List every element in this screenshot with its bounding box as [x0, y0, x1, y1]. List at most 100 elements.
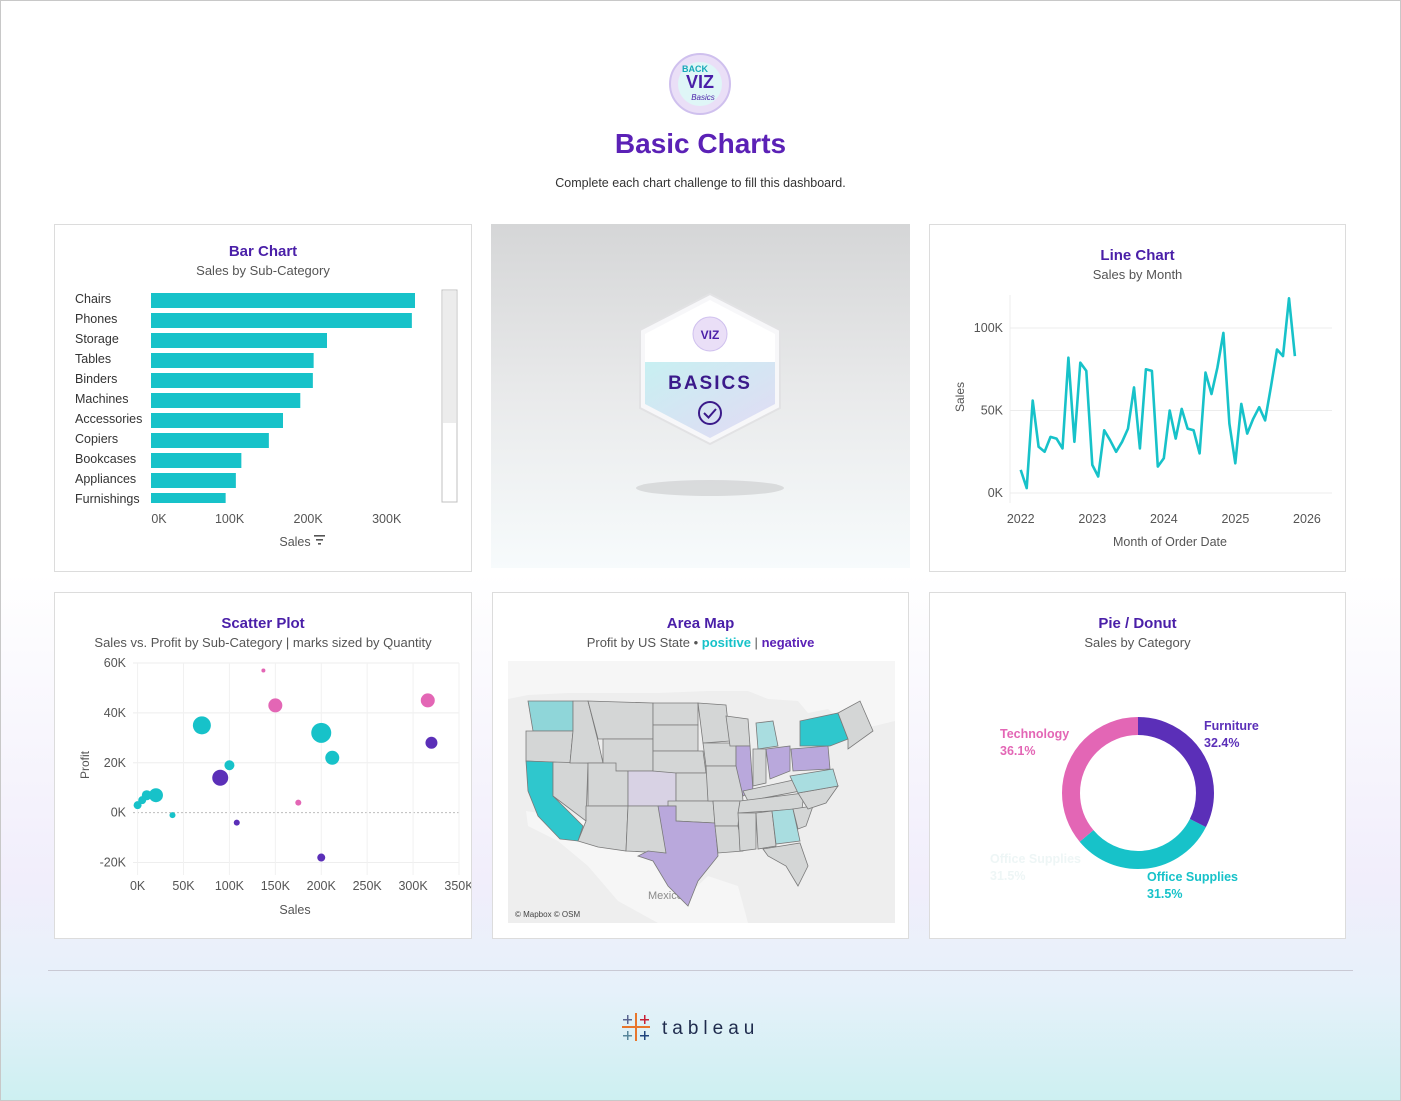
scatter-point[interactable] — [212, 769, 229, 786]
bar[interactable] — [151, 413, 283, 428]
scatter-x-tick: 0K — [130, 879, 146, 893]
line-chart-title: Line Chart — [1100, 247, 1175, 264]
tableau-logo: tableau — [622, 1013, 754, 1041]
state-iowa[interactable] — [702, 742, 737, 767]
bar-category-label: Phones — [75, 312, 117, 326]
bar-x-tick: 0K — [151, 512, 167, 526]
state-alabama[interactable] — [755, 810, 777, 850]
state-texas[interactable] — [636, 805, 719, 907]
bar-x-tick: 100K — [215, 512, 245, 526]
donut-card: Pie / Donut Sales by Category Technology… — [929, 592, 1346, 939]
logo-text-basics: Basics — [691, 93, 715, 102]
state-new-york[interactable] — [799, 712, 849, 747]
scatter-point[interactable] — [233, 819, 240, 826]
scatter-point[interactable] — [192, 716, 211, 735]
state-florida[interactable] — [762, 842, 809, 887]
donut-slice[interactable] — [1062, 717, 1214, 869]
scatter-point[interactable] — [261, 668, 266, 673]
state-kansas[interactable] — [675, 772, 709, 802]
state-nebraska[interactable] — [652, 750, 707, 774]
donut-label-faded: Office Supplies — [990, 852, 1081, 866]
check-circle-icon — [698, 401, 722, 425]
state-ohio[interactable] — [765, 745, 791, 780]
line-series[interactable] — [1019, 297, 1297, 490]
bar[interactable] — [151, 393, 301, 408]
canada-land — [508, 661, 895, 731]
state-pennsylvania[interactable] — [790, 745, 831, 772]
bar[interactable] — [151, 313, 412, 328]
bar-chart-card: Bar Chart Sales by Sub-Category Chairs Ph… — [54, 224, 472, 572]
page-title: Basic Charts — [614, 128, 787, 159]
donut-chart: Technology 36.1% Furniture 32.4% Office … — [990, 717, 1259, 901]
scatter-point[interactable] — [148, 788, 163, 803]
map-subtitle: Profit by US State • positive | negative — [493, 635, 908, 650]
bar[interactable] — [151, 373, 313, 388]
scatter-point[interactable] — [133, 801, 142, 810]
scatter-point[interactable] — [169, 812, 176, 819]
bar-chart-subtitle: Sales by Sub-Category — [196, 263, 330, 278]
state-minnesota[interactable] — [697, 702, 731, 744]
bar[interactable] — [151, 493, 226, 503]
bar[interactable] — [151, 433, 269, 448]
page-subtitle: Complete each chart challenge to fill th… — [555, 176, 846, 190]
state-north-dakota[interactable] — [652, 702, 699, 726]
line-x-label: Month of Order Date — [1113, 535, 1227, 549]
bar-category-label: Appliances — [75, 472, 136, 486]
state-montana[interactable] — [587, 700, 654, 740]
bar[interactable] — [151, 353, 314, 368]
scatter-point[interactable] — [268, 698, 283, 713]
us-state-map[interactable]: Mexico — [508, 661, 895, 923]
scatter-point[interactable] — [325, 750, 340, 765]
state-south-dakota[interactable] — [652, 724, 699, 752]
map-label-mexico: Mexico — [648, 890, 683, 902]
donut-label-furniture: Furniture — [1204, 719, 1259, 733]
scatter-point[interactable] — [295, 799, 302, 806]
bar-category-label: Bookcases — [75, 452, 136, 466]
line-x-tick: 2022 — [1007, 512, 1035, 526]
scatter-y-tick: 60K — [104, 656, 127, 670]
line-x-tick: 2025 — [1221, 512, 1249, 526]
map-attribution: © Mapbox © OSM — [515, 910, 580, 919]
scatter-point[interactable] — [425, 736, 438, 749]
state-michigan[interactable] — [755, 720, 779, 750]
map-subtitle-prefix: Profit by US State • — [586, 635, 699, 650]
bar-chart-title: Bar Chart — [228, 243, 298, 260]
map-legend-negative: negative — [761, 635, 815, 650]
scatter-point[interactable] — [420, 693, 435, 708]
bar-scrollbar-thumb[interactable] — [443, 291, 456, 423]
line-y-tick: 0K — [988, 486, 1004, 500]
bar[interactable] — [151, 333, 327, 348]
bar[interactable] — [151, 473, 236, 488]
bar-chart-plot: Chairs Phones Storage Tables Binders Machines… — [75, 289, 458, 549]
donut-slice[interactable] — [1062, 717, 1214, 869]
scatter-x-tick: 50K — [172, 879, 195, 893]
scatter-card: Scatter Plot Sales vs. Profit by Sub-Cat… — [54, 592, 472, 939]
state-oregon[interactable] — [525, 730, 574, 764]
state-wisconsin[interactable] — [725, 715, 751, 747]
scatter-point[interactable] — [311, 722, 332, 743]
bar-category-label: Machines — [75, 392, 129, 406]
scatter-point[interactable] — [224, 760, 235, 771]
bar[interactable] — [151, 293, 415, 308]
map-legend-separator: | — [754, 635, 758, 650]
state-new-england[interactable] — [837, 700, 874, 750]
bar[interactable] — [151, 453, 242, 468]
state-georgia[interactable] — [771, 808, 801, 845]
state-arkansas[interactable] — [712, 800, 741, 827]
state-indiana[interactable] — [752, 748, 767, 787]
line-x-tick: 2023 — [1078, 512, 1106, 526]
line-y-tick: 50K — [981, 404, 1004, 418]
donut-pct-office-supplies: 31.5% — [1147, 887, 1182, 901]
logo-text-back: BACK — [682, 64, 708, 74]
state-mississippi[interactable] — [737, 812, 757, 852]
state-washington[interactable] — [527, 700, 574, 732]
sort-icon[interactable] — [314, 535, 325, 545]
map-card: Area Map Profit by US State • positive |… — [492, 592, 909, 939]
tableau-cross-icon — [622, 1013, 650, 1041]
scatter-y-label: Profit — [78, 750, 92, 779]
state-virginia[interactable] — [789, 768, 839, 794]
donut-label-technology: Technology — [1000, 727, 1069, 741]
scatter-point[interactable] — [317, 853, 326, 862]
scatter-x-tick: 200K — [307, 879, 337, 893]
bar-category-label: Furnishings — [75, 492, 140, 506]
